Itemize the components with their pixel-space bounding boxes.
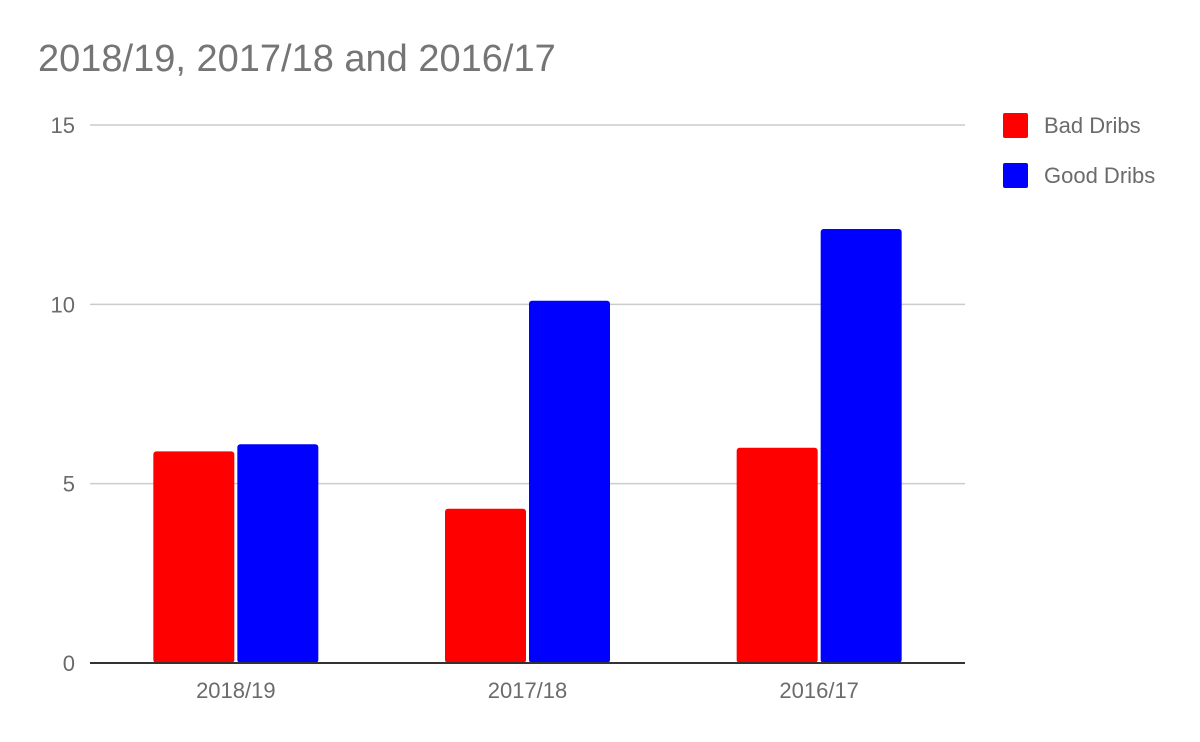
y-tick-label: 5 xyxy=(63,472,75,497)
bar-good-dribs-2 xyxy=(820,229,902,663)
legend: Bad Dribs Good Dribs xyxy=(1003,113,1155,188)
chart-title: 2018/19, 2017/18 and 2016/17 xyxy=(38,38,556,80)
bars xyxy=(153,229,902,663)
legend-label: Good Dribs xyxy=(1044,163,1155,188)
legend-swatch-bad-dribs xyxy=(1003,113,1028,138)
x-tick-label: 2016/17 xyxy=(779,678,859,703)
y-tick-label: 15 xyxy=(51,113,75,138)
bar-good-dribs-0 xyxy=(237,444,319,663)
axes: 0 5 10 15 2018/19 2017/18 2016/17 xyxy=(51,113,965,703)
legend-swatch-good-dribs xyxy=(1003,163,1028,188)
gridlines xyxy=(90,124,965,485)
bar-bad-dribs-1 xyxy=(445,508,526,663)
y-tick-label: 10 xyxy=(51,292,75,317)
y-tick-label: 0 xyxy=(63,651,75,676)
bar-bad-dribs-2 xyxy=(736,447,818,663)
bar-bad-dribs-0 xyxy=(153,451,235,663)
x-tick-label: 2017/18 xyxy=(488,678,568,703)
legend-label: Bad Dribs xyxy=(1044,113,1141,138)
bar-good-dribs-1 xyxy=(529,300,610,663)
x-tick-label: 2018/19 xyxy=(196,678,276,703)
